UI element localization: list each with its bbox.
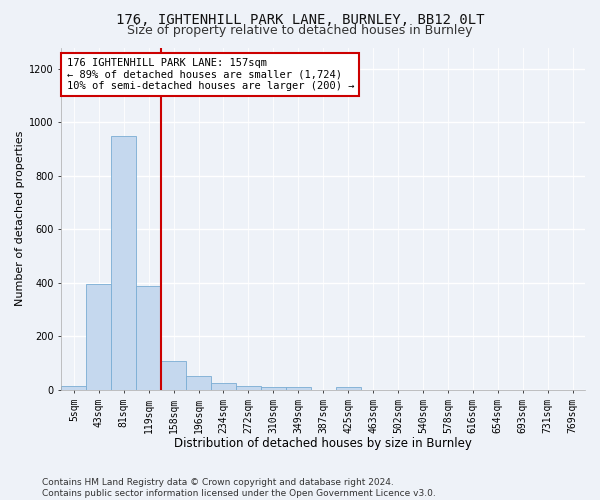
Text: Size of property relative to detached houses in Burnley: Size of property relative to detached ho…: [127, 24, 473, 37]
Bar: [186, 376, 211, 390]
Bar: [261, 386, 286, 390]
Bar: [211, 383, 236, 390]
Text: 176 IGHTENHILL PARK LANE: 157sqm
← 89% of detached houses are smaller (1,724)
10: 176 IGHTENHILL PARK LANE: 157sqm ← 89% o…: [67, 58, 354, 91]
Text: Contains HM Land Registry data © Crown copyright and database right 2024.
Contai: Contains HM Land Registry data © Crown c…: [42, 478, 436, 498]
X-axis label: Distribution of detached houses by size in Burnley: Distribution of detached houses by size …: [174, 437, 472, 450]
Bar: [236, 386, 261, 390]
Bar: [136, 286, 161, 390]
Bar: [286, 386, 311, 390]
Bar: [111, 136, 136, 390]
Bar: [161, 360, 186, 390]
Text: 176, IGHTENHILL PARK LANE, BURNLEY, BB12 0LT: 176, IGHTENHILL PARK LANE, BURNLEY, BB12…: [116, 12, 484, 26]
Y-axis label: Number of detached properties: Number of detached properties: [15, 131, 25, 306]
Bar: [335, 388, 361, 390]
Bar: [86, 284, 111, 390]
Bar: [61, 386, 86, 390]
